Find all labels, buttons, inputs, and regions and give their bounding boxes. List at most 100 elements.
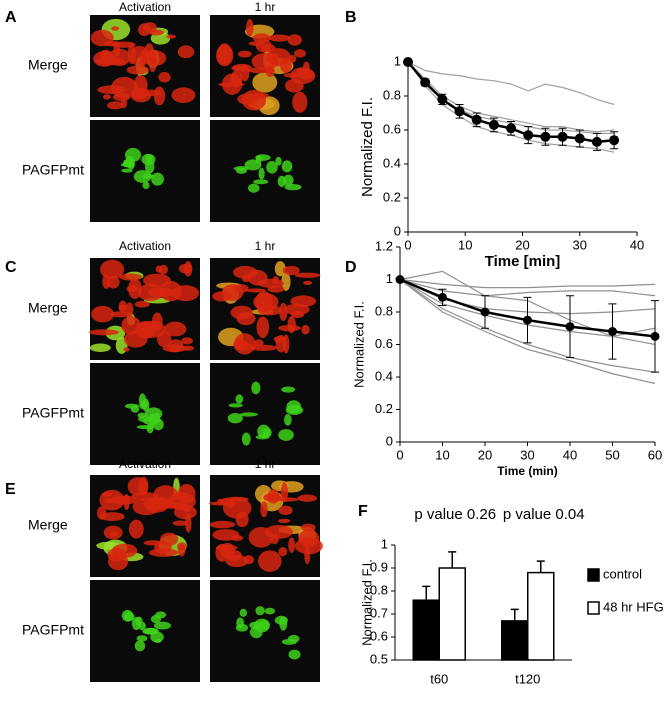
cell-signal xyxy=(177,45,195,59)
cell-signal xyxy=(130,45,150,67)
cell-signal xyxy=(232,63,252,72)
row-label: Merge xyxy=(28,517,68,533)
row-label: PAGFPmt xyxy=(22,162,84,178)
bar xyxy=(412,599,440,661)
cell-signal xyxy=(251,381,261,395)
cell-signal xyxy=(120,97,128,109)
cell-signal xyxy=(282,265,300,276)
cell-signal xyxy=(99,489,125,511)
cell-signal xyxy=(154,638,162,644)
y-tick-label: 0.8 xyxy=(370,582,388,597)
cell-signal xyxy=(159,280,182,302)
cell-signal xyxy=(239,412,258,417)
cell-signal xyxy=(232,265,258,279)
cell-signal xyxy=(173,505,197,520)
cell-signal xyxy=(280,57,292,74)
cell-signal xyxy=(262,427,272,438)
cell-signal xyxy=(252,72,278,93)
cell-signal xyxy=(304,545,311,565)
cell-signal xyxy=(127,161,135,170)
cell-signal xyxy=(91,305,115,323)
column-header: 1 hr xyxy=(255,239,276,253)
data-point xyxy=(488,119,499,130)
data-point xyxy=(437,94,448,105)
cell-signal xyxy=(268,34,291,42)
trace-line xyxy=(399,278,656,289)
x-tick-label: 20 xyxy=(478,447,492,462)
cell-signal xyxy=(217,43,232,65)
data-point xyxy=(523,130,534,141)
cell-signal xyxy=(285,78,304,93)
cell-signal xyxy=(270,533,279,545)
x-tick-label: t60 xyxy=(430,671,448,686)
cell-signal xyxy=(110,311,131,318)
x-tick-label: 50 xyxy=(605,447,619,462)
bar xyxy=(527,571,555,661)
y-tick-label: 0.9 xyxy=(370,559,388,574)
cell-signal xyxy=(284,414,292,426)
y-axis-label: Normalized F.I. xyxy=(351,301,366,388)
cell-signal xyxy=(258,167,265,180)
cell-signal xyxy=(283,72,303,78)
cell-signal xyxy=(260,501,268,518)
cell-signal xyxy=(270,53,279,60)
cell-signal xyxy=(299,69,314,80)
cell-signal xyxy=(246,19,254,37)
cell-signal xyxy=(283,174,294,186)
cell-signal xyxy=(183,261,193,277)
data-point xyxy=(540,131,551,142)
legend-swatch xyxy=(587,601,600,615)
cell-signal xyxy=(297,494,318,502)
y-tick-label: 1 xyxy=(386,271,393,286)
cell-signal xyxy=(121,168,133,173)
cell-signal xyxy=(90,29,114,47)
trace-line xyxy=(399,279,656,373)
panel-letter: D xyxy=(345,259,357,276)
bar xyxy=(501,620,529,661)
data-point xyxy=(565,322,575,332)
cell-signal xyxy=(274,615,288,625)
cell-signal xyxy=(281,386,296,393)
cell-signal xyxy=(284,183,302,191)
cell-signal xyxy=(280,482,289,503)
column-header: Activation xyxy=(119,239,171,253)
cell-signal xyxy=(274,261,286,277)
cell-signal xyxy=(123,347,130,352)
cell-signal xyxy=(153,621,172,630)
data-point xyxy=(506,123,517,134)
error-bar xyxy=(510,608,519,621)
cell-signal xyxy=(107,275,120,289)
y-tick-label: 0.2 xyxy=(375,401,393,416)
cell-signal xyxy=(141,153,156,165)
cell-signal xyxy=(236,342,253,350)
cell-signal xyxy=(153,418,164,431)
column-header: 1 hr xyxy=(255,0,276,14)
cell-signal xyxy=(253,179,269,185)
y-tick-label: 0.7 xyxy=(370,605,388,620)
cell-signal xyxy=(223,496,249,502)
cell-signal xyxy=(97,506,107,520)
cell-signal xyxy=(235,394,244,404)
cell-signal xyxy=(290,295,317,307)
cell-signal xyxy=(102,94,111,100)
data-point xyxy=(557,131,568,142)
cell-signal xyxy=(118,304,127,311)
y-axis-label: Normalized F.I. xyxy=(359,559,374,646)
cell-signal xyxy=(142,181,150,190)
cell-signal xyxy=(171,87,196,103)
y-tick-label: 1 xyxy=(394,53,401,68)
column-header: 1 hr xyxy=(255,457,276,471)
cell-signal xyxy=(137,320,166,338)
cell-signal xyxy=(166,34,177,39)
cell-signal xyxy=(126,65,149,75)
cell-signal xyxy=(143,497,174,510)
row-label: PAGFPmt xyxy=(22,405,84,421)
cell-signal xyxy=(215,544,238,551)
y-tick-label: 0.5 xyxy=(370,651,388,666)
y-tick-label: 1.2 xyxy=(375,238,393,253)
annotation: p value 0.04 xyxy=(503,506,585,523)
cell-signal xyxy=(288,54,297,63)
cell-signal xyxy=(233,284,249,293)
cell-signal xyxy=(148,29,165,36)
